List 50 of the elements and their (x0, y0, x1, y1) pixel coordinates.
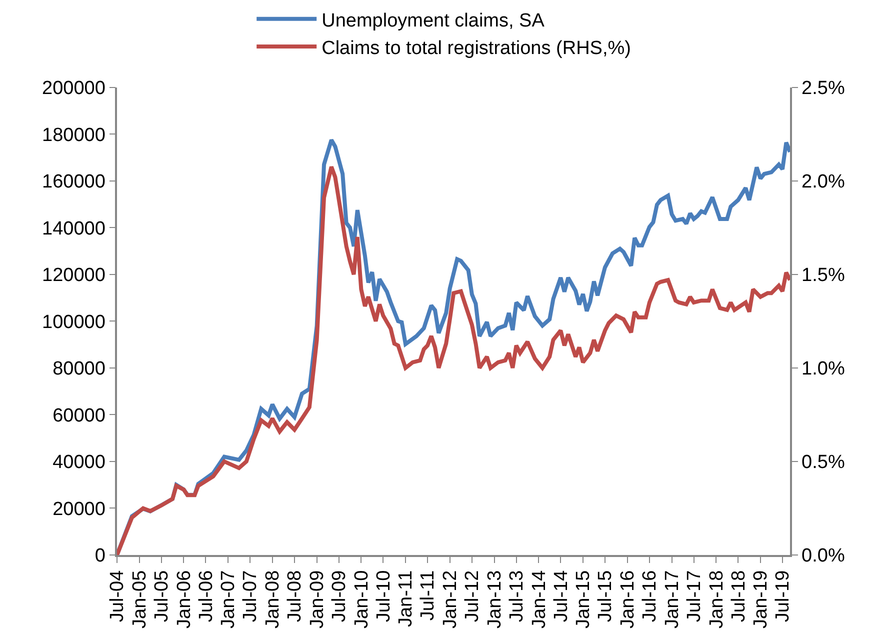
x-tick-label: Jul-08 (284, 570, 306, 622)
x-tick-label: Jan-09 (307, 570, 328, 628)
x-tick-label: Jan-14 (528, 570, 550, 628)
y-tick-label: 0 (94, 546, 106, 567)
y2-tick-label: 2.0% (802, 172, 845, 193)
x-tick-label: Jul-05 (152, 570, 173, 622)
y-tick-label: 40000 (52, 452, 106, 474)
x-tick-label: Jul-04 (107, 570, 128, 622)
y2-tick-label: 0.5% (802, 452, 845, 474)
y-tick-label: 200000 (42, 78, 106, 99)
x-tick-label: Jul-14 (550, 570, 572, 622)
y-tick-label: 160000 (42, 172, 106, 193)
x-tick-label: Jul-09 (328, 570, 350, 622)
y-tick-label: 120000 (42, 265, 106, 286)
x-tick-label: Jul-07 (240, 570, 262, 622)
x-tick-label: Jul-10 (373, 570, 394, 622)
y-tick-label: 80000 (52, 358, 106, 380)
y2-tick-label: 1.0% (802, 358, 845, 380)
y2-tick-label: 1.5% (802, 265, 845, 286)
y-tick-label: 100000 (42, 312, 106, 333)
x-tick-label: Jul-16 (640, 570, 661, 622)
x-tick-label: Jan-05 (130, 570, 151, 628)
x-tick-label: Jul-17 (684, 570, 705, 622)
legend-label: Claims to total registrations (RHS,%) (322, 38, 631, 59)
x-tick-label: Jul-18 (728, 570, 750, 622)
x-tick-label: Jan-07 (218, 570, 240, 628)
x-tick-label: Jan-11 (396, 570, 417, 628)
y2-tick-label: 0.0% (802, 546, 845, 567)
x-tick-label: Jul-15 (595, 570, 616, 622)
x-tick-label: Jan-10 (351, 570, 372, 628)
x-tick-label: Jul-12 (462, 570, 484, 622)
legend-label: Unemployment claims, SA (322, 10, 545, 32)
x-tick-label: Jan-17 (662, 570, 683, 628)
x-tick-label: Jul-11 (418, 570, 439, 621)
y-tick-label: 140000 (42, 218, 106, 240)
y-tick-label: 60000 (52, 405, 106, 426)
x-tick-label: Jan-19 (750, 570, 772, 628)
y2-tick-label: 2.5% (802, 78, 845, 99)
x-tick-label: Jul-13 (506, 570, 528, 622)
x-tick-label: Jan-12 (440, 570, 462, 628)
x-tick-label: Jul-19 (772, 570, 794, 622)
x-tick-label: Jan-15 (573, 570, 594, 628)
y-tick-label: 180000 (42, 124, 106, 146)
x-tick-label: Jan-06 (174, 570, 195, 628)
x-tick-label: Jan-08 (262, 570, 284, 628)
x-tick-label: Jul-06 (196, 570, 217, 622)
y-tick-label: 20000 (52, 498, 106, 520)
x-tick-label: Jan-13 (484, 570, 506, 628)
x-tick-label: Jan-18 (706, 570, 728, 628)
x-tick-label: Jan-16 (618, 570, 639, 628)
